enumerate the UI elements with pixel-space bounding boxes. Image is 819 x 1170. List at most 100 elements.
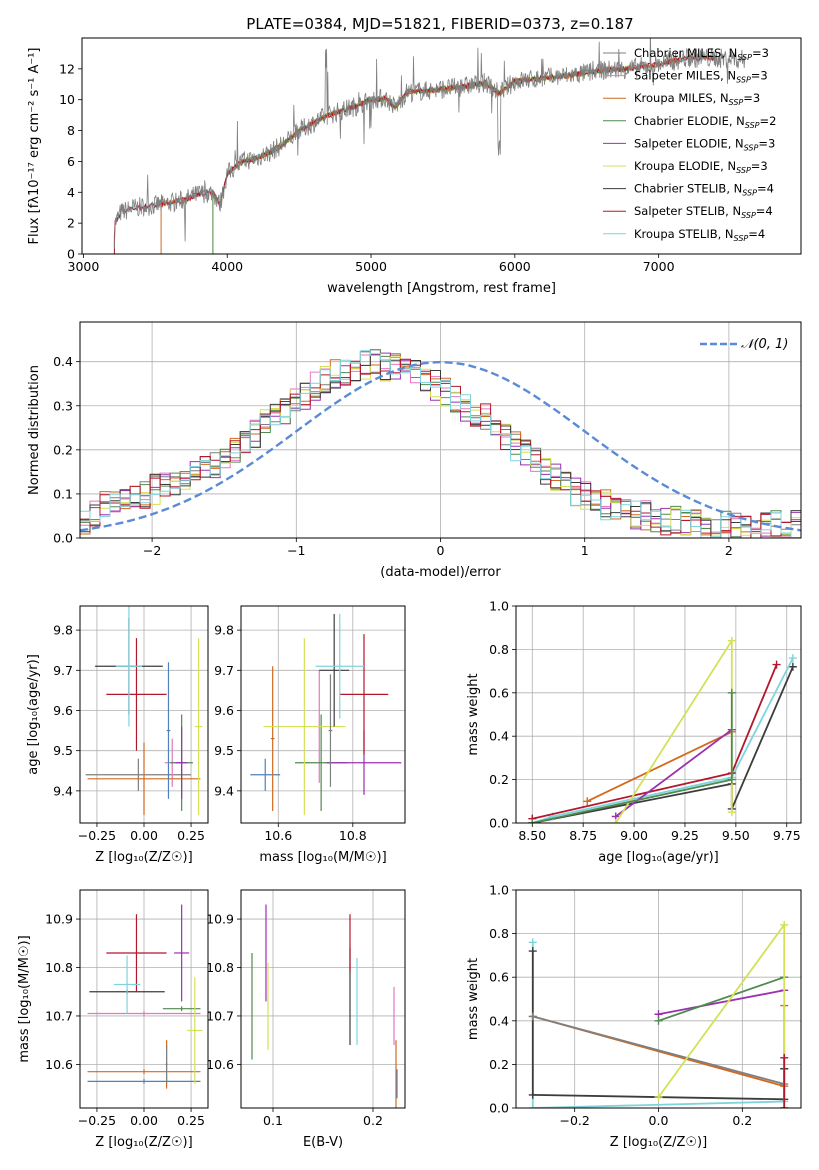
y-axis-label: Flux [fλ10⁻¹⁷ erg cm⁻² s⁻¹ A⁻¹]	[27, 48, 42, 245]
x-axis-label: age [log₁₀(age/yr)]	[598, 850, 719, 865]
y-tick-label: 0.2	[489, 1057, 509, 1072]
weight-line-chabrier_elodie	[658, 976, 785, 1022]
x-tick-label: −0.25	[78, 1113, 116, 1128]
x-tick-label: 0.00	[130, 828, 158, 843]
weight-marker-kroupa_stelib	[788, 654, 797, 663]
y-tick-label: 1.0	[489, 599, 509, 614]
weight-marker-kroupa_miles	[583, 797, 592, 806]
y-tick-label: 9.7	[53, 663, 73, 678]
x-tick-label: 0.2	[732, 1113, 752, 1128]
model-spectrum-kroupa_elodie	[212, 65, 630, 254]
x-axis-label: (data-model)/error	[380, 565, 501, 580]
x-axis-label: Z [log₁₀(Z/Z☉)]	[610, 1135, 707, 1150]
y-tick-label: 10.7	[206, 1008, 234, 1023]
x-axis-label: E(B-V)	[303, 1135, 343, 1150]
x-axis-label: mass [log₁₀(M/M☉)]	[259, 850, 386, 865]
plot-area	[80, 349, 801, 538]
weight-marker-kroupa_elodie	[654, 1093, 663, 1102]
x-tick-label: 8.75	[569, 828, 597, 843]
x-tick-label: 8.50	[518, 828, 546, 843]
y-tick-label: 0.2	[53, 442, 73, 457]
x-tick-label: 3000	[68, 259, 100, 274]
weight-marker-kroupa_stelib	[528, 1104, 537, 1108]
y-tick-label: 9.8	[53, 623, 73, 638]
y-tick-label: 2	[67, 216, 75, 231]
axes-frame	[240, 605, 406, 824]
weight-marker-chabrier_miles	[528, 1012, 537, 1021]
weight-marker-kroupa_elodie	[780, 920, 789, 929]
x-axis-label: Z [log₁₀(Z/Z☉)]	[95, 1135, 192, 1150]
y-tick-label: 0.1	[53, 486, 73, 501]
y-axis-label: age [log₁₀(age/yr)]	[26, 654, 41, 775]
x-tick-label: 10.6	[264, 828, 292, 843]
age-vs-metallicity-panel: −0.25 0.00 0.25 9.4 9.5 9.6 9.7 9.8 Z [log₁₀(Z/Z…	[26, 605, 209, 865]
figure-title: PLATE=0384, MJD=51821, FIBERID=0373, z=0…	[246, 15, 633, 33]
axes-frame	[79, 321, 802, 539]
legend-label: Salpeter MILES, NSSP=3	[634, 69, 768, 85]
y-tick-label: 8	[67, 123, 75, 138]
legend-label: Kroupa ELODIE, NSSP=3	[634, 159, 768, 175]
weight-marker-kroupa_elodie	[611, 819, 620, 823]
legend-label: Kroupa STELIB, NSSP=4	[634, 227, 765, 243]
plot-area	[250, 614, 402, 815]
y-axis-label: Normed distribution	[27, 365, 42, 495]
y-tick-label: 0.8	[489, 926, 509, 941]
weight-marker-chabrier_elodie	[528, 819, 537, 823]
x-tick-label: 7000	[643, 259, 675, 274]
y-tick-label: 0.0	[489, 1101, 509, 1116]
y-tick-label: 4	[67, 185, 75, 200]
axes-frame	[515, 889, 802, 1109]
x-tick-label: 9.25	[671, 828, 699, 843]
y-tick-label: 10.8	[45, 960, 73, 975]
x-axis-label: wavelength [Angstrom, rest frame]	[327, 281, 556, 296]
weight-marker-chabrier_elodie	[727, 775, 736, 784]
weight-marker-chabrier_stelib	[528, 1090, 537, 1099]
y-tick-label: 9.4	[53, 783, 73, 798]
y-axis-label: mass weight	[466, 958, 481, 1040]
y-axis-label: mass weight	[466, 673, 481, 755]
model-spectrum-kroupa_stelib	[113, 53, 716, 254]
x-tick-label: 0.2	[363, 1113, 383, 1128]
x-tick-label: −0.25	[78, 828, 116, 843]
x-tick-label: −0.2	[559, 1113, 589, 1128]
weight-marker-chabrier_elodie	[727, 688, 736, 697]
y-tick-label: 6	[67, 154, 75, 169]
mass-vs-metallicity-panel: −0.25 0.00 0.25 10.6 10.7 10.8 10.9 Z [log₁₀(Z/…	[17, 889, 209, 1150]
y-tick-label: 0	[67, 247, 75, 262]
legend: Chabrier MILES, NSSP=3 Salpeter MILES, NS…	[603, 46, 776, 243]
weight-vs-age-panel: 8.50 8.75 9.00 9.25 9.50 9.75 0.0 0.2 0.4 0.6 0.8 1…	[466, 599, 802, 865]
y-tick-label: 10.9	[45, 912, 73, 927]
x-tick-label: 1	[581, 543, 589, 558]
axes-frame	[79, 605, 209, 824]
weight-line-chabrier_stelib	[532, 666, 794, 823]
observed-spectrum	[114, 38, 746, 249]
legend-label-normal: 𝒩(0, 1)	[741, 337, 788, 352]
plot-area	[251, 904, 398, 1108]
weight-line-salpeter_elodie	[658, 989, 785, 1016]
legend-label: Chabrier ELODIE, NSSP=2	[634, 114, 776, 130]
y-tick-label: 0.4	[53, 354, 73, 369]
weight-line-salpeter_elodie	[615, 728, 733, 818]
legend-label: Kroupa MILES, NSSP=3	[634, 91, 760, 107]
axes-frame	[81, 37, 802, 255]
weight-marker-kroupa_stelib	[528, 938, 537, 947]
model-spectrum-salpeter_stelib	[113, 54, 717, 254]
x-tick-label: 9.75	[773, 828, 801, 843]
x-tick-label: 9.50	[722, 828, 750, 843]
x-tick-label: 0	[437, 543, 445, 558]
x-tick-label: 0.00	[130, 1113, 158, 1128]
y-tick-label: 0.6	[489, 685, 509, 700]
weight-marker-salpeter_stelib	[780, 1104, 789, 1108]
axes-frame	[515, 605, 802, 824]
plot-area	[528, 636, 797, 823]
spectrum-panel: 3000 4000 5000 6000 7000 0 2 4 6 8 10 12 wavelength …	[27, 37, 802, 296]
axes-frame	[79, 889, 209, 1109]
x-tick-label: 6000	[499, 259, 531, 274]
legend-label: Chabrier MILES, NSSP=3	[634, 46, 769, 62]
x-tick-label: −1	[287, 543, 305, 558]
y-tick-label: 0.4	[489, 1013, 509, 1028]
y-tick-label: 0.4	[489, 729, 509, 744]
y-tick-label: 0.0	[53, 531, 73, 546]
legend-label: Salpeter ELODIE, NSSP=3	[634, 136, 775, 152]
